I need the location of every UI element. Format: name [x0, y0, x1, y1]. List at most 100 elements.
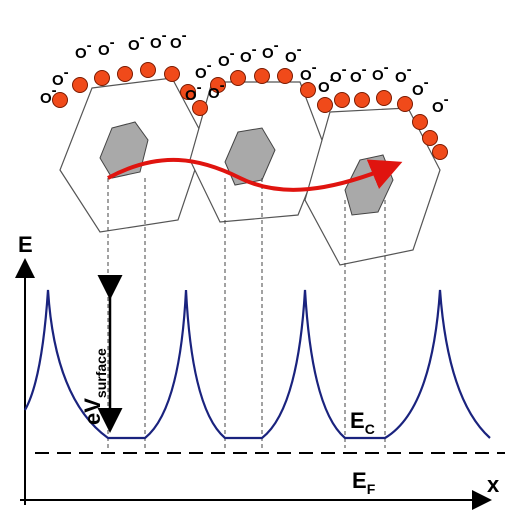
- ion-label: O-: [170, 27, 187, 52]
- ef-main: E: [352, 468, 367, 493]
- ion-charge: -: [274, 37, 279, 54]
- ion-symbol: O: [432, 99, 444, 116]
- ion-label: O-: [128, 29, 145, 54]
- ion-symbol: O: [240, 49, 252, 66]
- ion-symbol: O: [285, 49, 297, 66]
- ion-label: O-: [98, 34, 115, 59]
- barrier-sub: surface: [93, 348, 109, 398]
- ion-charge: -: [52, 82, 57, 99]
- ion-label: O-: [285, 41, 302, 66]
- ion-circle: [230, 70, 246, 86]
- ion-circle: [72, 77, 88, 93]
- ef-label: EF: [352, 468, 376, 497]
- ion-symbol: O: [128, 37, 140, 54]
- x-label: x: [487, 472, 500, 497]
- ion-label: O-: [75, 37, 92, 62]
- band-edge: [24, 289, 491, 440]
- ion-circle: [254, 68, 270, 84]
- ion-charge: -: [220, 77, 225, 94]
- ion-charge: -: [252, 41, 257, 58]
- ion-label: O-: [240, 41, 257, 66]
- ion-circle: [210, 77, 226, 93]
- ion-label: O-: [208, 77, 225, 102]
- ion-symbol: O: [208, 85, 220, 102]
- ion-charge: -: [407, 61, 412, 78]
- ion-label: O-: [330, 61, 347, 86]
- ion-circle: [277, 68, 293, 84]
- ion-charge: -: [230, 45, 235, 62]
- ion-charge: -: [110, 34, 115, 51]
- ion-symbol: O: [185, 87, 197, 104]
- ion-charge: -: [140, 29, 145, 46]
- ion-symbol: O: [300, 67, 312, 84]
- ion-symbol: O: [350, 69, 362, 86]
- ion-charge: -: [330, 71, 335, 88]
- ion-symbol: O: [318, 79, 330, 96]
- ion-circle: [354, 92, 370, 108]
- ion-charge: -: [362, 61, 367, 78]
- ion-circle: [140, 62, 156, 78]
- barrier-label: eVsurface: [80, 348, 109, 425]
- ion-label: O-: [432, 91, 449, 116]
- ion-circle: [300, 82, 316, 98]
- ion-charge: -: [384, 59, 389, 76]
- ion-circle: [376, 90, 392, 106]
- ion-label: O-: [52, 64, 69, 89]
- adsorbed-ions: O-O-O- O- O- O- O-O-O- O-O- O- O-O-O-O-O- O- O-O-…: [40, 27, 449, 160]
- ion-label: O-: [40, 82, 57, 107]
- ion-charge: -: [342, 61, 347, 78]
- ef-sub: F: [367, 481, 376, 497]
- ion-charge: -: [162, 27, 167, 44]
- ion-circle: [317, 97, 333, 113]
- ion-symbol: O: [75, 45, 87, 62]
- ion-circle: [164, 66, 180, 82]
- ion-label: O-: [300, 59, 317, 84]
- ion-circle: [180, 84, 196, 100]
- electron-path: [107, 157, 403, 192]
- ion-label: O-: [318, 71, 335, 96]
- ion-symbol: O: [262, 45, 274, 62]
- ion-label: O-: [185, 79, 202, 104]
- ion-symbol: O: [150, 35, 162, 52]
- ion-circle: [432, 144, 448, 160]
- ion-label: O-: [350, 61, 367, 86]
- ion-symbol: O: [170, 35, 182, 52]
- barrier-main: eV: [80, 398, 105, 425]
- ec-main: E: [350, 408, 365, 433]
- ion-circle: [397, 96, 413, 112]
- ion-charge: -: [444, 91, 449, 108]
- ion-label: O-: [150, 27, 167, 52]
- ion-symbol: O: [40, 90, 52, 107]
- ion-circle: [52, 92, 68, 108]
- ion-symbol: O: [218, 53, 230, 70]
- ion-charge: -: [297, 41, 302, 58]
- ion-charge: -: [182, 27, 187, 44]
- ion-circle: [117, 66, 133, 82]
- y-label: E: [18, 232, 33, 257]
- ion-symbol: O: [372, 67, 384, 84]
- ion-charge: -: [64, 64, 69, 81]
- ion-label: O-: [412, 74, 429, 99]
- ion-circle: [94, 70, 110, 86]
- ion-symbol: O: [98, 42, 110, 59]
- ion-symbol: O: [395, 69, 407, 86]
- ion-charge: -: [312, 59, 317, 76]
- ion-circle: [192, 100, 208, 116]
- ion-symbol: O: [330, 69, 342, 86]
- ion-symbol: O: [52, 72, 64, 89]
- ion-symbol: O: [195, 65, 207, 82]
- ion-charge: -: [207, 57, 212, 74]
- ec-sub: C: [365, 421, 375, 437]
- ion-label: O-: [262, 37, 279, 62]
- ion-circle: [334, 92, 350, 108]
- ion-label: O-: [218, 45, 235, 70]
- ion-charge: -: [87, 37, 92, 54]
- ion-label: O-: [195, 57, 212, 82]
- ion-label: O-: [395, 61, 412, 86]
- ion-charge: -: [197, 79, 202, 96]
- ec-label: EC: [350, 408, 375, 437]
- ion-circle: [422, 130, 438, 146]
- ion-symbol: O: [412, 82, 424, 99]
